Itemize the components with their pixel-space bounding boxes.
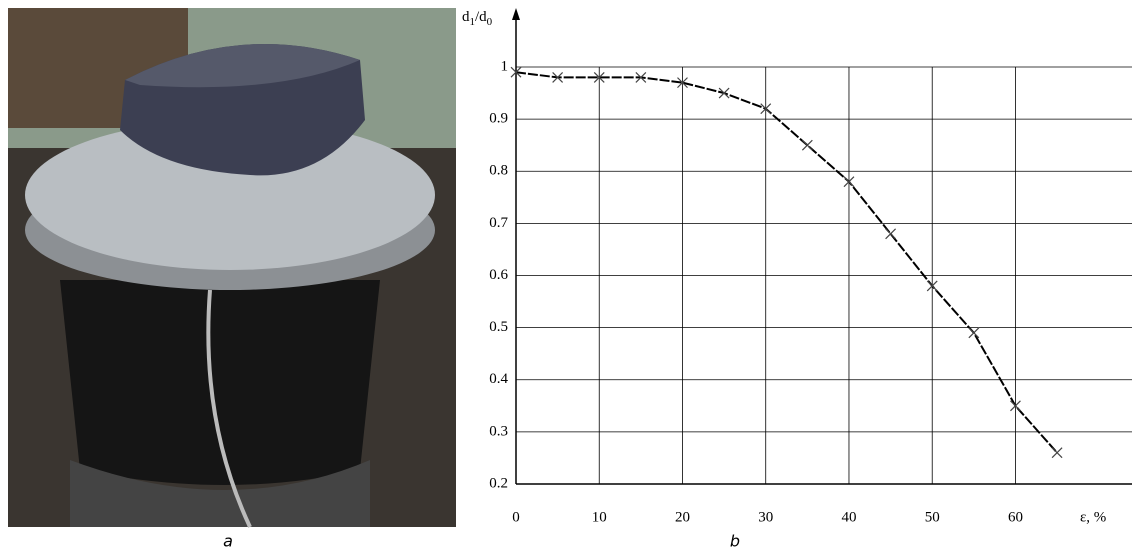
tube — [206, 289, 252, 528]
x-tick-label: 30 — [758, 509, 773, 525]
sample-top — [125, 44, 360, 88]
marker — [968, 327, 980, 339]
panel-label: b — [730, 532, 740, 551]
x-tick-label: 40 — [841, 509, 856, 525]
y-tick-label: 1 — [501, 58, 509, 74]
x-tick-label: 20 — [675, 509, 690, 525]
marker — [1051, 447, 1063, 459]
stand — [60, 280, 380, 485]
data-line — [515, 71, 1058, 454]
y-tick-label: 0.4 — [489, 371, 508, 387]
x-tick-label: 50 — [925, 509, 940, 525]
disk-top — [25, 120, 435, 270]
y-tick-label: 0.5 — [489, 319, 508, 335]
marker — [677, 77, 688, 89]
marker — [510, 66, 522, 78]
marker — [760, 103, 772, 115]
y-label-part: d — [462, 9, 470, 25]
marker — [843, 176, 855, 188]
y-tick-label: 0.9 — [489, 111, 508, 127]
x-axis-label: ε, % — [1080, 509, 1106, 525]
y-label-part: /d — [475, 9, 487, 25]
marker — [635, 72, 647, 83]
marker — [1010, 400, 1021, 412]
y-tick-label: 0.7 — [489, 215, 508, 231]
marker — [801, 139, 813, 151]
photo — [8, 8, 456, 528]
marker — [593, 72, 605, 83]
marker — [718, 87, 730, 99]
x-tick-label: 60 — [1008, 509, 1023, 525]
y-tick-label: 0.3 — [489, 423, 508, 439]
y-tick-label: 0.8 — [489, 163, 508, 179]
stand-base — [70, 460, 370, 527]
y-label-sub: 1 — [470, 16, 476, 28]
y-tick-label: 0.6 — [489, 267, 508, 283]
x-tick-label: 10 — [592, 509, 607, 525]
y-tick-label: 0.2 — [489, 475, 508, 491]
panel-label: a — [223, 532, 233, 551]
y-axis-label: d1/d0 — [462, 9, 493, 27]
marker — [926, 280, 938, 292]
marker — [885, 228, 897, 240]
y-label-sub: 0 — [487, 16, 493, 28]
marker — [552, 72, 564, 83]
x-tick-label: 0 — [512, 509, 520, 525]
